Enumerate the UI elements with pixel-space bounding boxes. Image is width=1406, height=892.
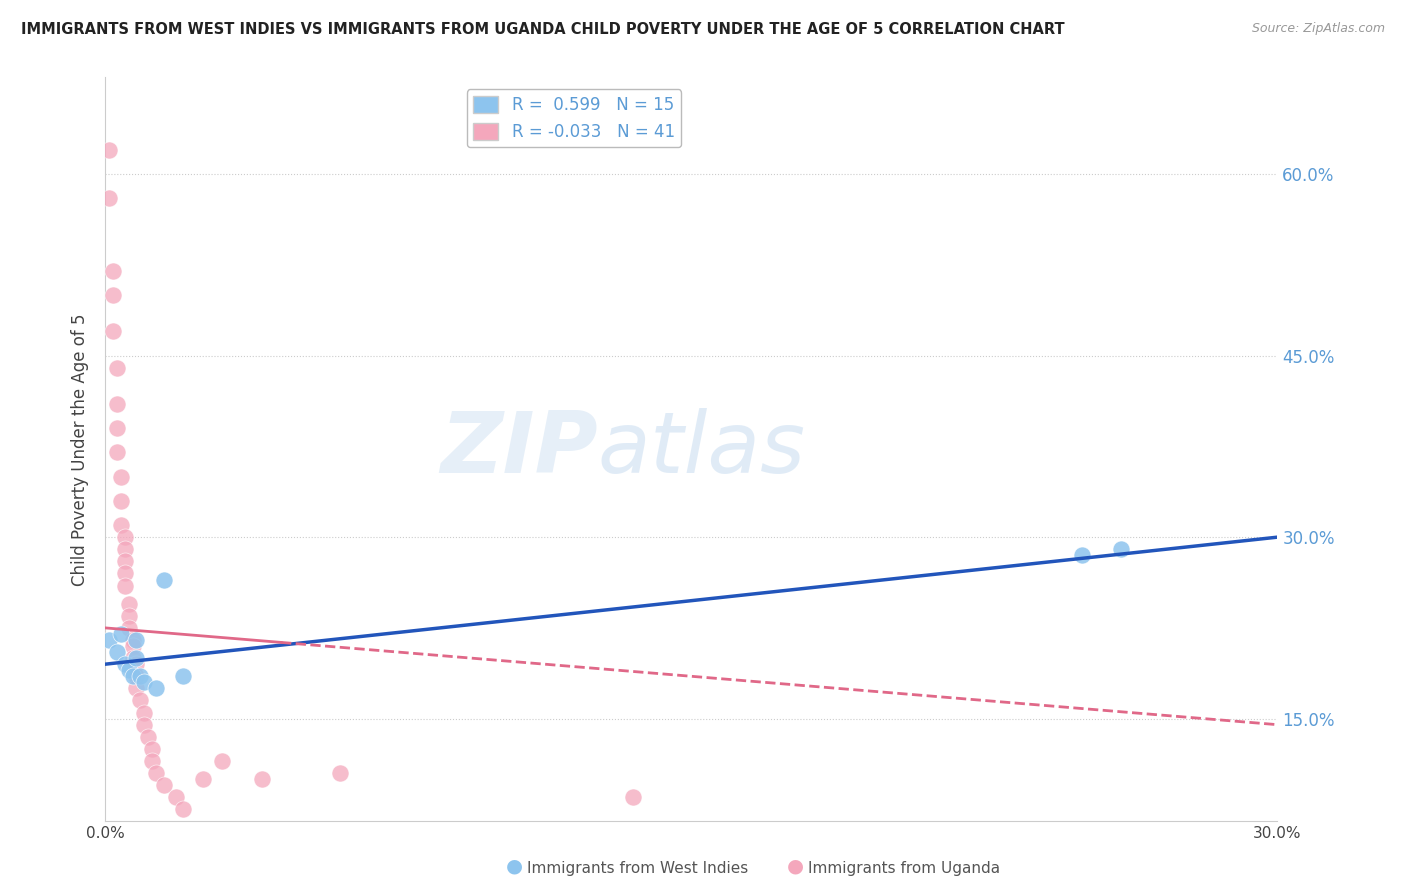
Point xyxy=(172,669,194,683)
Point xyxy=(250,772,273,786)
Text: Source: ZipAtlas.com: Source: ZipAtlas.com xyxy=(1251,22,1385,36)
Point xyxy=(134,717,156,731)
Point xyxy=(621,790,644,805)
Point xyxy=(118,597,141,611)
Text: ●: ● xyxy=(787,857,804,876)
Point xyxy=(105,421,128,435)
Point xyxy=(114,657,136,672)
Point xyxy=(136,730,159,744)
Point xyxy=(121,669,143,683)
Point xyxy=(329,766,352,780)
Point xyxy=(141,742,163,756)
Point xyxy=(125,657,148,672)
Point xyxy=(101,264,124,278)
Point xyxy=(98,191,121,205)
Point xyxy=(145,681,167,696)
Text: atlas: atlas xyxy=(598,408,806,491)
Point xyxy=(153,778,176,792)
Point xyxy=(172,802,194,816)
Point xyxy=(129,669,152,683)
Point xyxy=(145,766,167,780)
Point xyxy=(118,663,141,677)
Point xyxy=(114,554,136,568)
Point xyxy=(114,542,136,557)
Point xyxy=(125,632,148,647)
Point xyxy=(121,632,143,647)
Point xyxy=(110,627,132,641)
Point xyxy=(114,578,136,592)
Text: IMMIGRANTS FROM WEST INDIES VS IMMIGRANTS FROM UGANDA CHILD POVERTY UNDER THE AG: IMMIGRANTS FROM WEST INDIES VS IMMIGRANT… xyxy=(21,22,1064,37)
Point xyxy=(129,693,152,707)
Point xyxy=(118,621,141,635)
Point xyxy=(114,530,136,544)
Point xyxy=(134,706,156,720)
Text: Immigrants from Uganda: Immigrants from Uganda xyxy=(808,861,1001,876)
Point xyxy=(211,754,233,768)
Point xyxy=(110,469,132,483)
Point xyxy=(105,397,128,411)
Point xyxy=(191,772,214,786)
Point xyxy=(1109,542,1132,557)
Point xyxy=(110,518,132,533)
Point xyxy=(165,790,187,805)
Text: ●: ● xyxy=(506,857,523,876)
Y-axis label: Child Poverty Under the Age of 5: Child Poverty Under the Age of 5 xyxy=(72,313,89,586)
Legend: R =  0.599   N = 15, R = -0.033   N = 41: R = 0.599 N = 15, R = -0.033 N = 41 xyxy=(467,89,682,147)
Point xyxy=(105,360,128,375)
Point xyxy=(105,645,128,659)
Point xyxy=(153,573,176,587)
Point xyxy=(1071,549,1094,563)
Point xyxy=(101,325,124,339)
Point xyxy=(125,681,148,696)
Point xyxy=(101,288,124,302)
Point xyxy=(98,632,121,647)
Point xyxy=(118,608,141,623)
Text: ZIP: ZIP xyxy=(440,408,598,491)
Text: Immigrants from West Indies: Immigrants from West Indies xyxy=(527,861,748,876)
Point xyxy=(125,651,148,665)
Point xyxy=(110,494,132,508)
Point xyxy=(134,675,156,690)
Point xyxy=(98,143,121,157)
Point xyxy=(121,651,143,665)
Point xyxy=(125,669,148,683)
Point xyxy=(105,445,128,459)
Point xyxy=(121,639,143,653)
Point xyxy=(114,566,136,581)
Point xyxy=(141,754,163,768)
